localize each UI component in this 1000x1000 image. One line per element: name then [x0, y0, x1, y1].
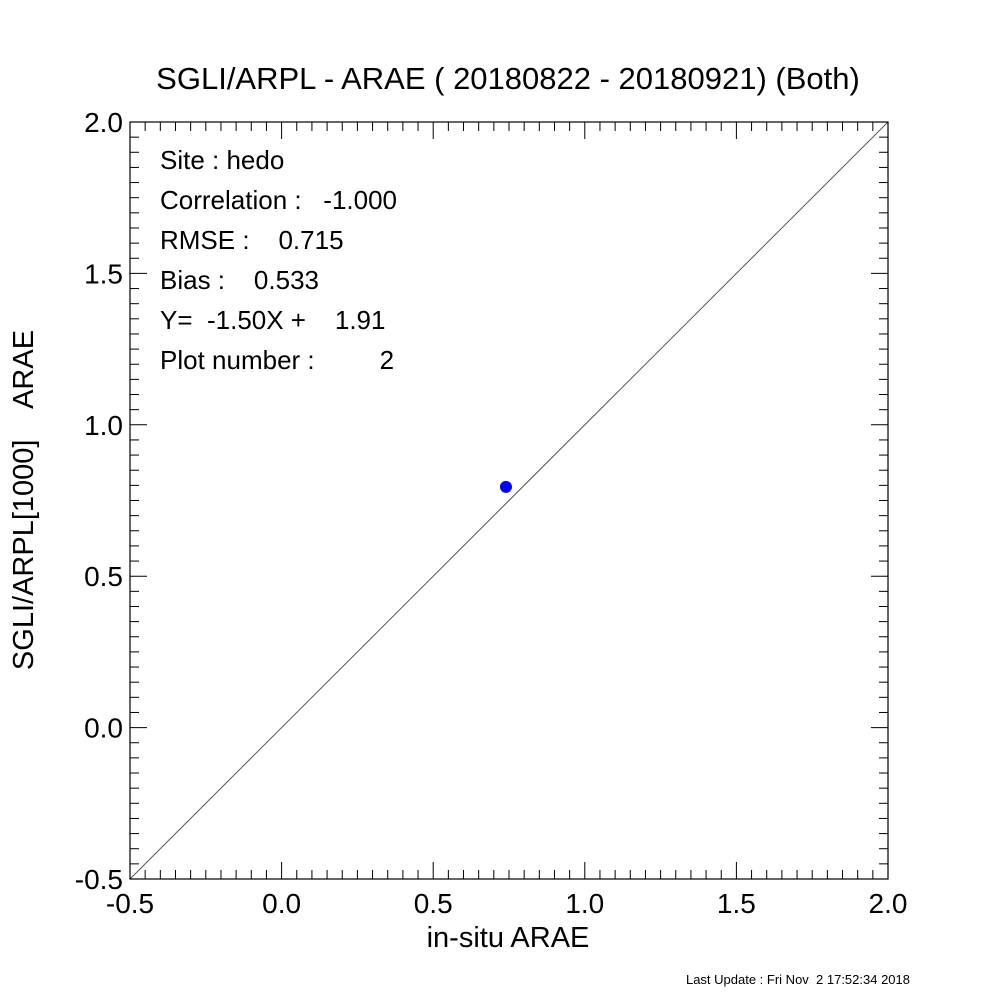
- axis-ticks: [129, 121, 889, 880]
- x-tick-label: 2.0: [869, 888, 908, 919]
- stats-box: Site : hedo Correlation : -1.000 RMSE : …: [160, 145, 397, 375]
- plot-area: -0.5 0.0 0.5 1.0 1.5 2.0 -0.5 0.0 0.5 1.0 1.5 2.0: [75, 107, 908, 919]
- y-tick-label: 1.0: [84, 410, 123, 441]
- y-axis-label: SGLI/ARPL[1000] ARAE: [8, 330, 40, 670]
- one-to-one-line: [129, 121, 889, 880]
- stat-plot-number: Plot number : 2: [160, 345, 394, 375]
- y-tick-label: 0.5: [84, 561, 123, 592]
- x-tick-label: 0.0: [262, 888, 301, 919]
- data-points: [499, 480, 512, 493]
- x-tick-label: 1.5: [717, 888, 756, 919]
- stat-rmse: RMSE : 0.715: [160, 225, 344, 255]
- y-tick-label: 2.0: [84, 107, 123, 138]
- plot-frame: [129, 121, 889, 880]
- y-tick-label: -0.5: [75, 864, 123, 895]
- tick-labels: -0.5 0.0 0.5 1.0 1.5 2.0 -0.5 0.0 0.5 1.0 1.5 2.0: [75, 107, 908, 919]
- y-tick-label: 0.0: [84, 713, 123, 744]
- x-tick-label: 1.0: [565, 888, 604, 919]
- x-tick-label: -0.5: [106, 888, 154, 919]
- stat-bias: Bias : 0.533: [160, 265, 319, 295]
- y-tick-label: 1.5: [84, 258, 123, 289]
- data-point: [499, 480, 512, 493]
- x-axis-label: in-situ ARAE: [427, 922, 590, 954]
- stat-site: Site : hedo: [160, 145, 284, 175]
- x-tick-label: 0.5: [414, 888, 453, 919]
- stat-correlation: Correlation : -1.000: [160, 185, 397, 215]
- stat-regression: Y= -1.50X + 1.91: [160, 305, 385, 335]
- last-update-text: Last Update : Fri Nov 2 17:52:34 2018: [686, 972, 910, 987]
- chart-title: SGLI/ARPL - ARAE ( 20180822 - 20180921) …: [156, 61, 860, 96]
